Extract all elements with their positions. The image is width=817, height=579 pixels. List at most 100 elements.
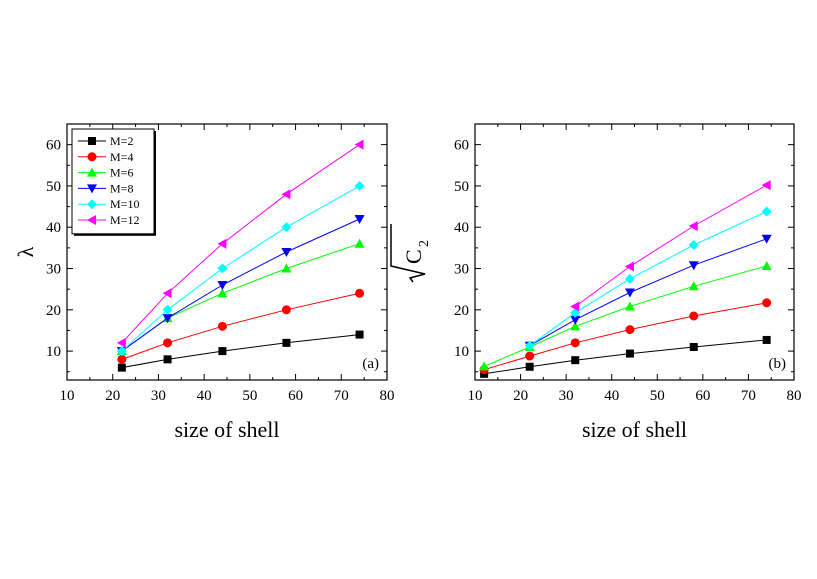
panel-label: (b): [769, 356, 787, 372]
series-M=4: [117, 288, 365, 364]
x-tick-label: 50: [242, 388, 257, 404]
data-point: [217, 288, 228, 298]
x-tick-label: 10: [468, 388, 483, 404]
series-M=2: [480, 335, 771, 378]
data-point: [688, 281, 699, 291]
data-point: [281, 248, 292, 257]
legend-label: M=6: [110, 166, 133, 180]
y-tick-label: 50: [454, 179, 469, 195]
data-point: [570, 338, 580, 348]
data-point: [688, 220, 698, 231]
data-point: [217, 238, 227, 249]
y-tick-label: 30: [46, 262, 61, 278]
x-tick-label: 80: [787, 388, 802, 404]
sqrt-sign: [390, 224, 426, 283]
data-point: [354, 238, 365, 248]
y-tick-label: 10: [46, 344, 61, 360]
series-line: [121, 292, 360, 360]
data-point: [570, 321, 581, 331]
y-axis-title: C2: [390, 224, 432, 283]
data-point: [282, 338, 291, 347]
panel-a: 10 20 30 40 50 60 70 80 10 20 30 40 50 60 size of shel…: [13, 123, 395, 442]
legend-label: M=8: [110, 181, 133, 195]
data-point: [117, 354, 127, 364]
data-point: [624, 288, 635, 298]
series-M=4: [479, 298, 772, 375]
data-point: [624, 261, 634, 272]
x-tick-label: 40: [197, 388, 212, 404]
data-point: [217, 321, 227, 331]
x-tick-label: 30: [151, 388, 166, 404]
data-point: [217, 263, 228, 274]
x-tick-label: 80: [380, 388, 395, 404]
data-point: [355, 330, 364, 339]
series-M=12: [570, 180, 771, 312]
series-line: [121, 144, 360, 344]
legend: M=2 M=4 M=6M=8 M=10 M=12: [71, 128, 156, 236]
data-point: [217, 281, 228, 291]
data-point: [218, 347, 227, 356]
data-point: [281, 263, 292, 273]
data-point: [524, 340, 535, 351]
y-tick-label: 60: [46, 138, 61, 154]
series-M=8: [116, 214, 365, 357]
x-axis-title: size of shell: [582, 417, 687, 442]
legend-marker: [87, 167, 97, 177]
data-point: [354, 139, 364, 150]
y-tick-label: 20: [46, 303, 61, 319]
series-line: [121, 218, 360, 352]
data-point: [624, 273, 635, 284]
data-point: [354, 180, 365, 191]
data-point: [281, 189, 291, 200]
data-point: [354, 214, 365, 224]
data-point: [116, 337, 126, 348]
y-tick-label: 40: [454, 220, 469, 236]
y-axis-title: λ: [13, 246, 38, 257]
y-tick-label: 40: [46, 220, 61, 236]
panel-b: 10 20 30 40 50 60 70 80 10 20 30 40 50 60 size of shel…: [390, 123, 802, 442]
y-axis-subscript: 2: [417, 240, 432, 247]
legend-label: M=10: [110, 197, 139, 211]
legend-marker: [87, 215, 96, 225]
y-tick-label: 10: [454, 344, 469, 360]
data-point: [689, 342, 698, 351]
data-point: [116, 346, 127, 357]
x-tick-label: 70: [334, 388, 349, 404]
data-point: [762, 335, 771, 344]
y-tick-label: 60: [454, 138, 469, 154]
series-M=12: [116, 139, 364, 348]
legend-label: M=2: [110, 134, 133, 148]
legend-box: [71, 128, 155, 235]
data-point: [689, 311, 699, 321]
data-point: [525, 351, 535, 361]
x-tick-label: 20: [105, 388, 120, 404]
data-point: [162, 314, 173, 324]
legend-marker: [87, 199, 97, 210]
series-M=10: [116, 180, 365, 357]
data-point: [761, 261, 772, 271]
series-M=8: [524, 234, 772, 351]
data-point: [163, 355, 172, 364]
data-point: [688, 239, 699, 250]
data-point: [525, 362, 534, 371]
data-point: [761, 180, 771, 191]
data-point: [162, 288, 172, 299]
series-line: [575, 184, 767, 307]
data-point: [761, 206, 772, 217]
data-point: [624, 301, 635, 311]
data-point: [625, 349, 634, 358]
series-M=2: [117, 330, 364, 372]
x-tick-label: 50: [650, 388, 665, 404]
data-point: [281, 305, 291, 315]
y-tick-label: 20: [454, 303, 469, 319]
series-line: [121, 334, 360, 369]
series-line: [484, 339, 767, 375]
data-point: [761, 234, 772, 244]
data-point: [355, 288, 365, 298]
legend-label: M=4: [110, 150, 133, 164]
data-point: [162, 304, 173, 315]
series-line: [121, 185, 360, 352]
data-point: [117, 363, 126, 372]
